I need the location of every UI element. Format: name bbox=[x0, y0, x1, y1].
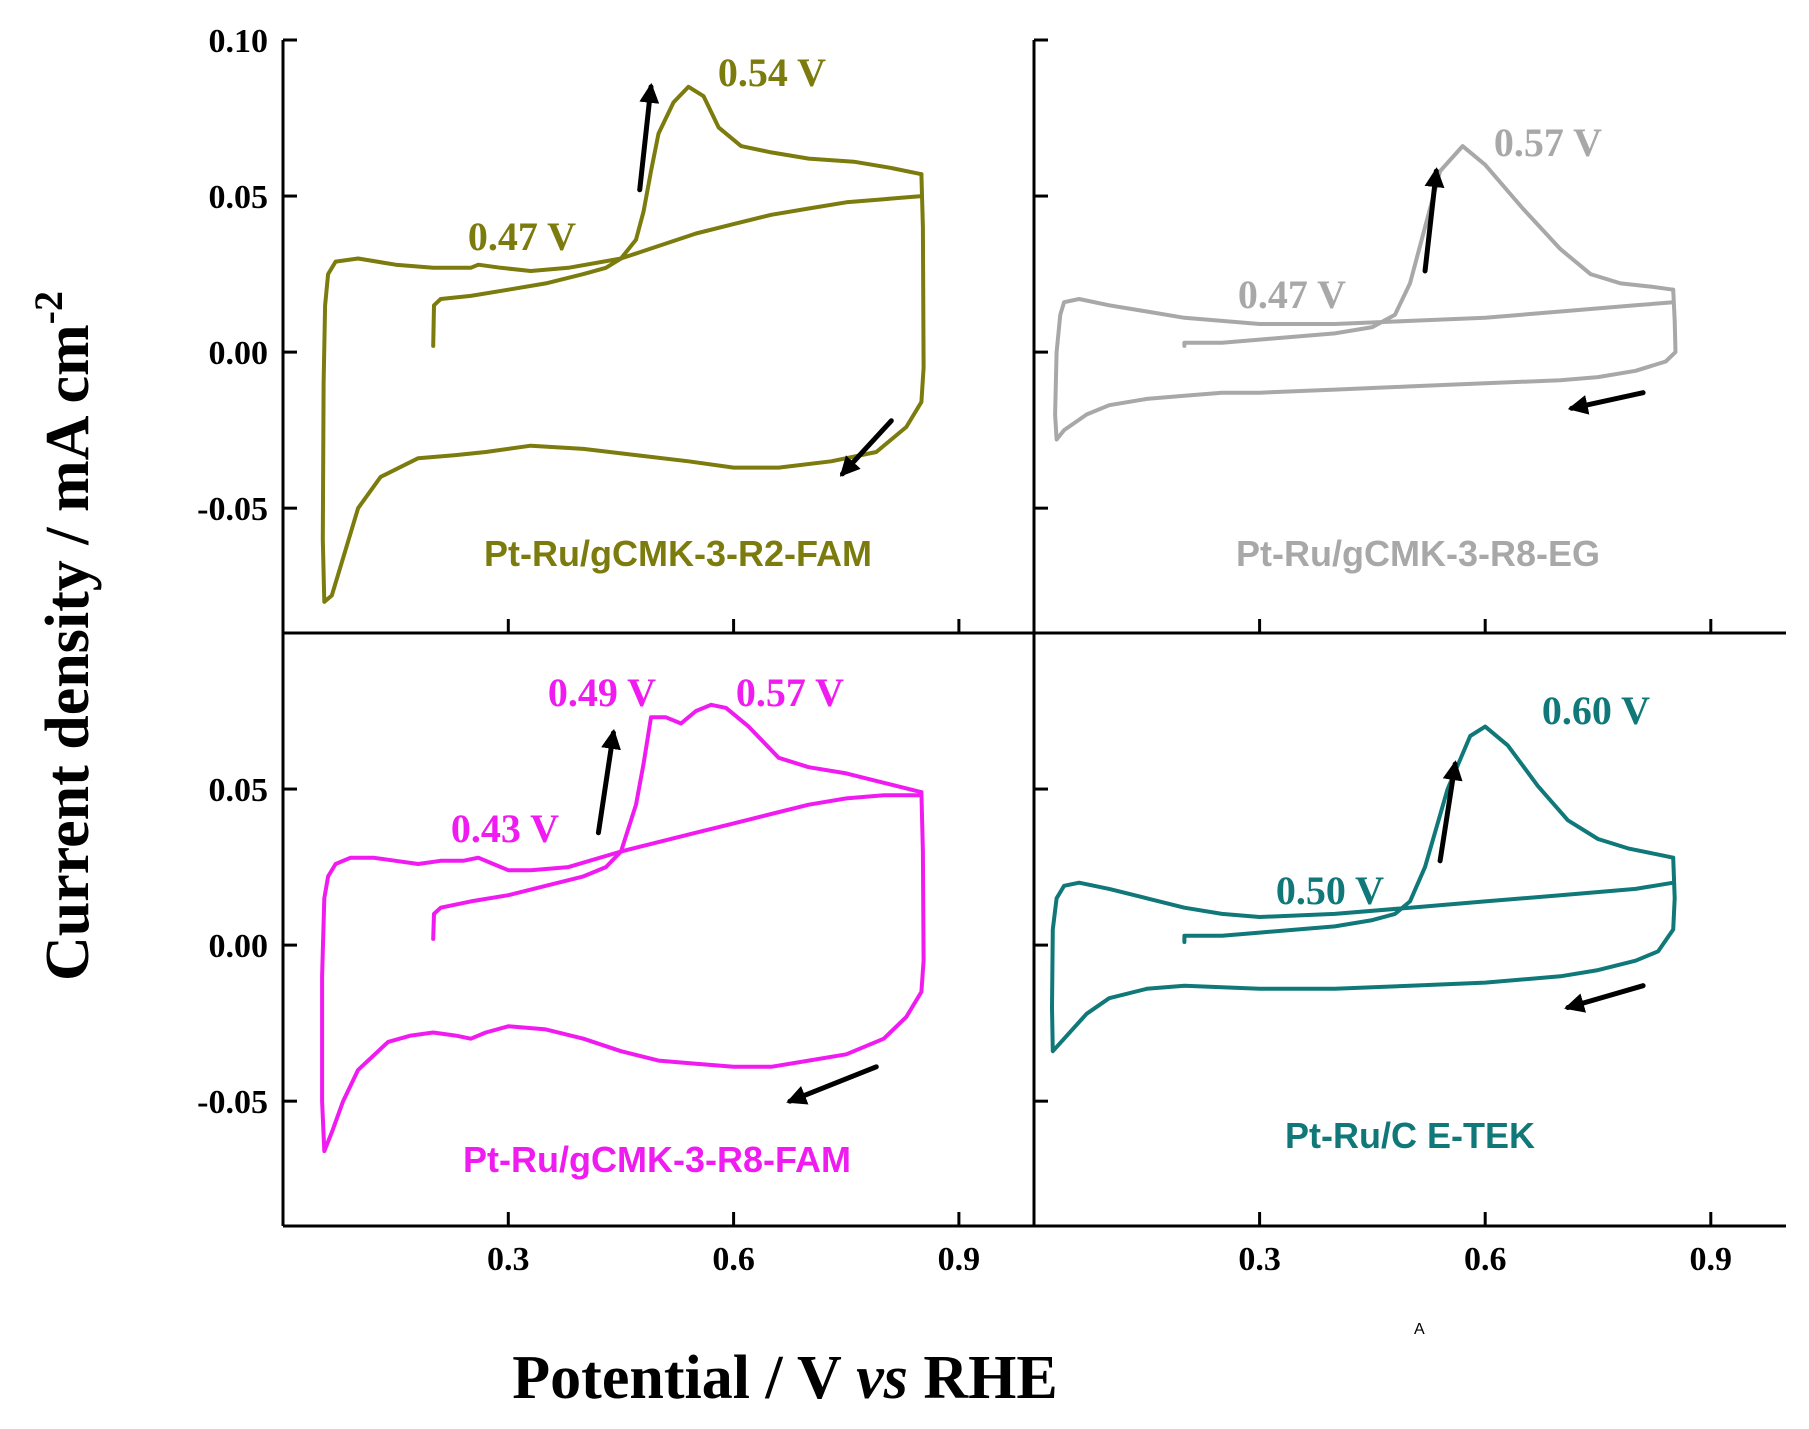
peak-label: 0.49 V bbox=[548, 670, 656, 715]
x-tick-label: 0.6 bbox=[712, 1241, 755, 1278]
x-tick-label: 0.9 bbox=[1690, 1241, 1733, 1278]
peak-label: 0.57 V bbox=[1494, 120, 1602, 165]
axis-ticks: -0.05 0.00 0.05 0.10 -0.05 0.00 0.05 0.3 0.6 0.9 0… bbox=[197, 23, 1732, 1278]
peak-label: 0.47 V bbox=[468, 214, 576, 259]
cv-forward-scan-bottom-left bbox=[431, 702, 924, 941]
panel-top-left: 0.54 V 0.47 V Pt-Ru/gCMK-3-R2-FAM bbox=[320, 50, 926, 604]
sample-label: Pt-Ru/C E-TEK bbox=[1285, 1115, 1535, 1156]
panel-top-right: 0.57 V 0.47 V Pt-Ru/gCMK-3-R8-EG bbox=[1053, 120, 1678, 574]
y-axis-title-superscript: -2 bbox=[26, 291, 71, 324]
peak-label: 0.43 V bbox=[451, 806, 559, 851]
x-tick-label: 0.6 bbox=[1464, 1241, 1507, 1278]
peak-label: 0.50 V bbox=[1276, 868, 1384, 913]
axis-titles: Potential / V vs RHE Current density / m… bbox=[26, 291, 1425, 1412]
cv-reverse-scan-top-right bbox=[1053, 287, 1678, 442]
panel-bottom-left: 0.49 V 0.57 V 0.43 V Pt-Ru/gCMK-3-R8-FAM bbox=[320, 670, 926, 1180]
scan-direction-arrow-forward bbox=[1422, 167, 1445, 274]
cv-reverse-scan-bottom-right bbox=[1050, 855, 1677, 1054]
x-axis-title-post: RHE bbox=[908, 1344, 1058, 1412]
x-axis-title: Potential / V vs RHE bbox=[512, 1344, 1057, 1412]
y-tick-label: 0.05 bbox=[209, 179, 269, 216]
peak-label: 0.54 V bbox=[718, 50, 826, 95]
scan-direction-arrow-forward bbox=[1437, 760, 1463, 864]
peak-label: 0.60 V bbox=[1542, 688, 1650, 733]
cv-forward-scan-bottom-right bbox=[1182, 724, 1676, 944]
y-axis-title: Current density / mA cm-2 bbox=[26, 291, 102, 981]
cv-forward-scan-top-right bbox=[1182, 144, 1676, 348]
scan-direction-arrow-forward bbox=[595, 728, 621, 836]
sample-label: Pt-Ru/gCMK-3-R8-EG bbox=[1236, 533, 1600, 574]
panel-bottom-right: 0.60 V 0.50 V Pt-Ru/C E-TEK bbox=[1050, 688, 1677, 1156]
cv-reverse-scan-top-left bbox=[320, 172, 926, 604]
y-tick-label: 0.05 bbox=[209, 772, 269, 809]
x-tick-label: 0.9 bbox=[938, 1241, 981, 1278]
y-tick-label: -0.05 bbox=[197, 1084, 268, 1121]
scan-direction-arrow-reverse bbox=[839, 418, 894, 477]
scan-direction-arrow-reverse bbox=[786, 1064, 879, 1105]
scan-direction-arrow-reverse bbox=[1567, 390, 1646, 415]
x-axis-title-pre: Potential / V bbox=[512, 1344, 856, 1412]
x-tick-label: 0.3 bbox=[487, 1241, 530, 1278]
sample-label: Pt-Ru/gCMK-3-R2-FAM bbox=[484, 533, 872, 574]
scan-direction-arrow-reverse bbox=[1564, 983, 1646, 1013]
sample-label: Pt-Ru/gCMK-3-R8-FAM bbox=[463, 1139, 851, 1180]
cv-forward-scan-top-left bbox=[431, 84, 924, 348]
y-tick-label: 0.10 bbox=[209, 23, 269, 60]
x-tick-label: 0.3 bbox=[1238, 1241, 1281, 1278]
y-axis-title-text: Current density / mA cm bbox=[34, 324, 102, 981]
corner-mark: A bbox=[1414, 1321, 1425, 1338]
scan-direction-arrow-forward bbox=[637, 82, 660, 193]
peak-label: 0.57 V bbox=[736, 670, 844, 715]
peak-label: 0.47 V bbox=[1238, 272, 1346, 317]
y-tick-label: -0.05 bbox=[197, 491, 268, 528]
cv-reverse-scan-bottom-left bbox=[320, 790, 926, 1154]
x-axis-title-italic: vs bbox=[856, 1344, 908, 1412]
y-tick-label: 0.00 bbox=[209, 335, 269, 372]
y-tick-label: 0.00 bbox=[209, 928, 269, 965]
